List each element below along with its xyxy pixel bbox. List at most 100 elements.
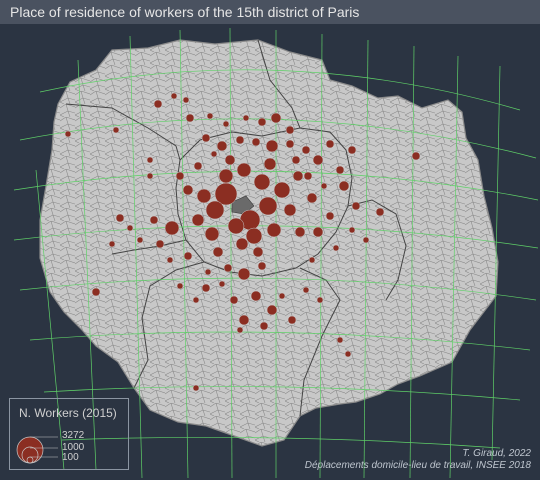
graticule-line (179, 29, 189, 479)
worker-symbol (235, 237, 249, 251)
worker-symbol (320, 182, 328, 190)
department-borders (65, 39, 407, 417)
worker-symbol (237, 267, 251, 281)
worker-symbol (338, 180, 350, 192)
worker-symbol (285, 125, 295, 135)
worker-symbol (347, 145, 357, 155)
worker-symbol (306, 192, 318, 204)
graticule-line (229, 27, 233, 479)
worker-symbol (375, 207, 385, 217)
worker-symbol (222, 120, 230, 128)
worker-symbol (136, 236, 144, 244)
legend-value-max: 3272 (62, 430, 85, 441)
worker-symbol (201, 283, 211, 293)
worker-symbol (166, 256, 174, 264)
department-border (65, 103, 181, 161)
worker-symbol (218, 168, 234, 184)
worker-symbol (115, 213, 125, 223)
worker-symbol (153, 99, 163, 109)
worker-symbol (229, 295, 239, 305)
graticule (13, 27, 539, 479)
worker-symbols (64, 92, 421, 392)
worker-symbol (192, 296, 200, 304)
worker-symbol (183, 251, 193, 261)
worker-symbol (64, 130, 72, 138)
department-border (111, 239, 187, 255)
graticule-line (449, 55, 459, 479)
worker-symbol (362, 236, 370, 244)
worker-symbol (236, 162, 252, 178)
worker-symbol (287, 315, 297, 325)
graticule-line (13, 170, 539, 201)
legend-value-min: 100 (62, 452, 79, 463)
worker-symbol (302, 286, 310, 294)
graticule-line (35, 169, 65, 471)
worker-symbol (112, 126, 120, 134)
worker-symbol (176, 282, 184, 290)
worker-symbol (223, 263, 233, 273)
worker-symbol (270, 112, 282, 124)
graticule-line (61, 436, 501, 449)
graticule-line (491, 65, 501, 461)
worker-symbol (164, 220, 180, 236)
worker-symbol (257, 117, 267, 127)
graticule-line (39, 69, 521, 111)
worker-symbol (155, 239, 165, 249)
worker-symbol (210, 150, 218, 158)
credits-source: Déplacements domicile-lieu de travail, I… (304, 460, 531, 471)
worker-symbol (182, 184, 194, 196)
graticule-line (319, 33, 323, 479)
worker-symbol (332, 244, 340, 252)
worker-symbol (236, 326, 244, 334)
worker-symbol (273, 181, 291, 199)
worker-symbol (170, 92, 178, 100)
worker-symbol (283, 203, 297, 217)
worker-symbol (301, 145, 311, 155)
graticule-line (19, 277, 537, 301)
worker-symbol (344, 350, 352, 358)
graticule-line (363, 39, 369, 479)
worker-symbol (278, 292, 286, 300)
worker-symbol (335, 165, 345, 175)
worker-symbol (336, 336, 344, 344)
worker-symbol (175, 171, 185, 181)
graticule-line (29, 331, 531, 351)
worker-symbol (291, 155, 301, 165)
worker-symbol (263, 157, 277, 171)
graticule-line (43, 386, 521, 401)
worker-symbol (182, 96, 190, 104)
worker-symbol (252, 246, 264, 258)
worker-symbol (266, 304, 278, 316)
department-border (257, 39, 301, 129)
graticule-line (409, 45, 415, 479)
worker-symbol (238, 314, 250, 326)
worker-symbol (325, 211, 335, 221)
worker-symbol (250, 290, 262, 302)
map-title: Place of residence of workers of the 15t… (0, 0, 540, 24)
worker-symbol (312, 226, 324, 238)
worker-symbol (204, 268, 212, 276)
worker-symbol (251, 137, 261, 147)
worker-symbol (285, 139, 295, 149)
worker-symbol (303, 171, 313, 181)
graticule-line (129, 35, 143, 479)
worker-symbol (196, 188, 212, 204)
worker-symbol (218, 280, 226, 288)
worker-symbol (204, 226, 220, 242)
worker-symbol (258, 196, 278, 216)
worker-symbol (235, 135, 245, 145)
worker-symbol (192, 384, 200, 392)
worker-symbol (185, 113, 195, 123)
department-border (299, 267, 341, 417)
worker-symbol (205, 200, 225, 220)
worker-symbol (108, 240, 116, 248)
worker-symbol (227, 217, 245, 235)
department-border (133, 261, 205, 389)
credits-author: T. Giraud, 2022 (462, 448, 531, 459)
worker-symbol (191, 213, 205, 227)
worker-symbol (266, 222, 282, 238)
worker-symbol (201, 133, 211, 143)
worker-symbol (253, 173, 271, 191)
worker-symbol (245, 227, 263, 245)
